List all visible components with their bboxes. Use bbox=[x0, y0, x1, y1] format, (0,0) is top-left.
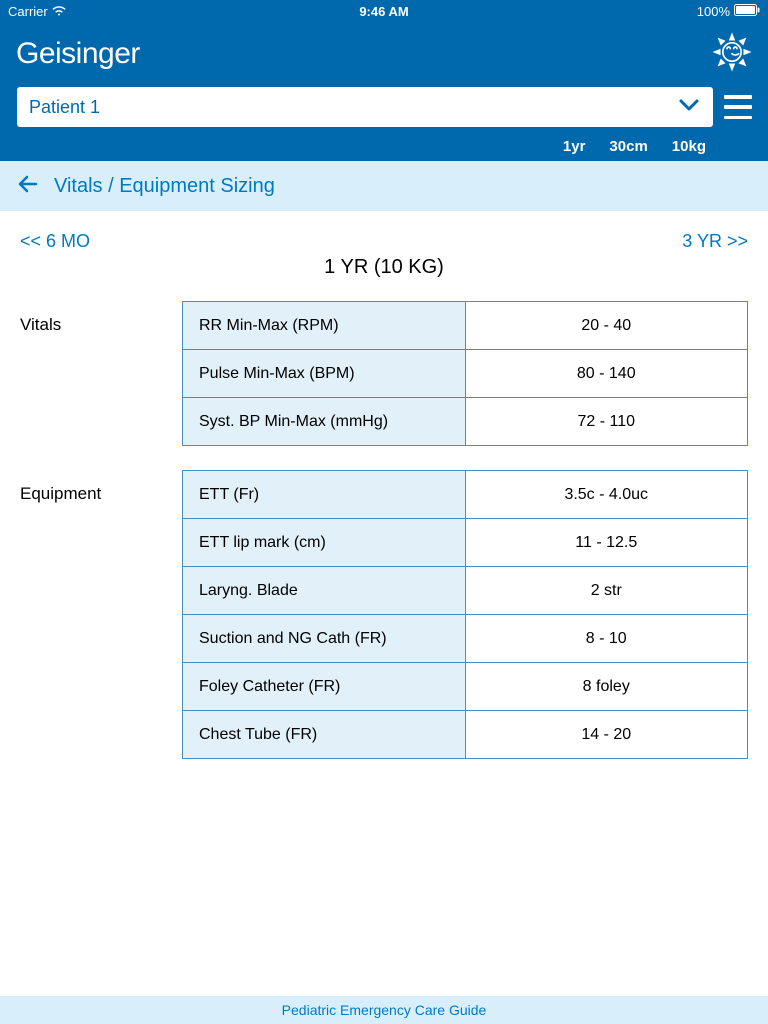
row-value: 2 str bbox=[465, 567, 748, 615]
wifi-icon bbox=[52, 4, 66, 19]
prev-age-link[interactable]: << 6 MO bbox=[20, 231, 90, 252]
table-row: Pulse Min-Max (BPM) 80 - 140 bbox=[183, 350, 748, 398]
table-row: Chest Tube (FR) 14 - 20 bbox=[183, 711, 748, 759]
row-value: 20 - 40 bbox=[465, 302, 748, 350]
battery-icon bbox=[734, 4, 760, 19]
sun-icon[interactable] bbox=[712, 32, 752, 77]
row-value: 3.5c - 4.0uc bbox=[465, 471, 748, 519]
vitals-label: Vitals bbox=[20, 301, 182, 335]
app-logo: Geisinger bbox=[16, 37, 140, 71]
status-time: 9:46 AM bbox=[359, 4, 408, 19]
row-label: Chest Tube (FR) bbox=[183, 711, 466, 759]
table-row: RR Min-Max (RPM) 20 - 40 bbox=[183, 302, 748, 350]
row-value: 80 - 140 bbox=[465, 350, 748, 398]
row-label: ETT (Fr) bbox=[183, 471, 466, 519]
table-row: Suction and NG Cath (FR) 8 - 10 bbox=[183, 615, 748, 663]
row-value: 14 - 20 bbox=[465, 711, 748, 759]
patient-weight: 10kg bbox=[672, 138, 706, 155]
vitals-table: RR Min-Max (RPM) 20 - 40 Pulse Min-Max (… bbox=[182, 301, 748, 446]
app-header: Geisinger Patient 1 bbox=[0, 22, 768, 161]
patient-select[interactable]: Patient 1 bbox=[16, 86, 714, 128]
next-age-link[interactable]: 3 YR >> bbox=[682, 231, 748, 252]
row-label: ETT lip mark (cm) bbox=[183, 519, 466, 567]
table-row: Syst. BP Min-Max (mmHg) 72 - 110 bbox=[183, 398, 748, 446]
battery-text: 100% bbox=[697, 4, 730, 19]
footer-text: Pediatric Emergency Care Guide bbox=[282, 1002, 487, 1018]
status-left: Carrier bbox=[8, 4, 66, 19]
row-label: Syst. BP Min-Max (mmHg) bbox=[183, 398, 466, 446]
row-value: 8 foley bbox=[465, 663, 748, 711]
carrier-text: Carrier bbox=[8, 4, 48, 19]
table-row: ETT lip mark (cm) 11 - 12.5 bbox=[183, 519, 748, 567]
row-label: Foley Catheter (FR) bbox=[183, 663, 466, 711]
patient-age: 1yr bbox=[563, 138, 586, 155]
header-controls: Patient 1 bbox=[16, 86, 752, 128]
chevron-down-icon bbox=[677, 93, 701, 122]
sub-header: Vitals / Equipment Sizing bbox=[0, 161, 768, 211]
patient-info: 1yr 30cm 10kg bbox=[16, 138, 752, 155]
page-title: Vitals / Equipment Sizing bbox=[54, 175, 275, 198]
content-area: << 6 MO 3 YR >> 1 YR (10 KG) Vitals RR M… bbox=[0, 211, 768, 759]
back-button[interactable] bbox=[16, 172, 40, 201]
table-row: Laryng. Blade 2 str bbox=[183, 567, 748, 615]
row-value: 72 - 110 bbox=[465, 398, 748, 446]
row-label: Suction and NG Cath (FR) bbox=[183, 615, 466, 663]
vitals-section: Vitals RR Min-Max (RPM) 20 - 40 Pulse Mi… bbox=[20, 301, 748, 446]
row-label: Pulse Min-Max (BPM) bbox=[183, 350, 466, 398]
equipment-section: Equipment ETT (Fr) 3.5c - 4.0uc ETT lip … bbox=[20, 470, 748, 759]
patient-select-label: Patient 1 bbox=[29, 97, 100, 118]
row-value: 11 - 12.5 bbox=[465, 519, 748, 567]
row-label: Laryng. Blade bbox=[183, 567, 466, 615]
status-right: 100% bbox=[697, 4, 760, 19]
table-row: ETT (Fr) 3.5c - 4.0uc bbox=[183, 471, 748, 519]
current-age-title: 1 YR (10 KG) bbox=[20, 256, 748, 279]
header-top: Geisinger bbox=[16, 30, 752, 78]
row-label: RR Min-Max (RPM) bbox=[183, 302, 466, 350]
row-value: 8 - 10 bbox=[465, 615, 748, 663]
menu-button[interactable] bbox=[724, 95, 752, 119]
status-bar: Carrier 9:46 AM 100% bbox=[0, 0, 768, 22]
age-nav: << 6 MO 3 YR >> bbox=[20, 231, 748, 252]
table-row: Foley Catheter (FR) 8 foley bbox=[183, 663, 748, 711]
equipment-table: ETT (Fr) 3.5c - 4.0uc ETT lip mark (cm) … bbox=[182, 470, 748, 759]
equipment-label: Equipment bbox=[20, 470, 182, 504]
patient-height: 30cm bbox=[609, 138, 647, 155]
footer-bar[interactable]: Pediatric Emergency Care Guide bbox=[0, 996, 768, 1024]
